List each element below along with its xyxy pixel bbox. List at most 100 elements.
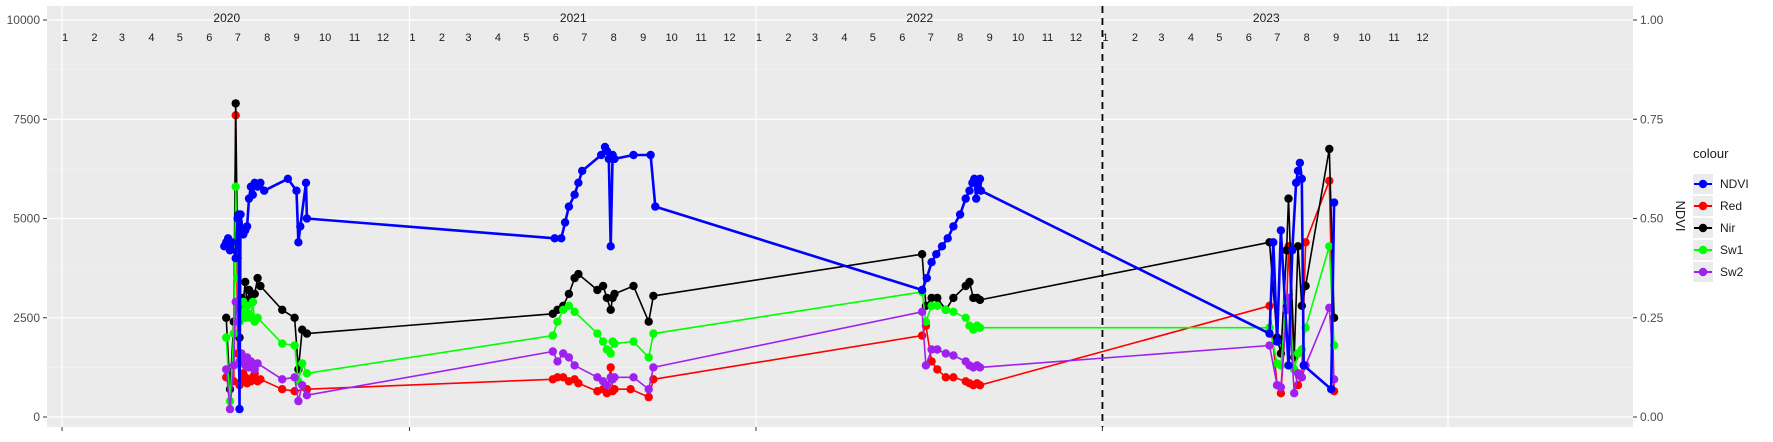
year-label: 2022: [906, 11, 933, 25]
month-label: 10: [319, 32, 331, 44]
data-point-sw1: [961, 313, 970, 322]
data-point-ndvi: [292, 186, 301, 195]
month-label: 2: [91, 32, 97, 44]
month-label: 11: [695, 32, 706, 44]
panel-background: [47, 6, 1633, 427]
legend: colour NDVI Red Nir Sw1 Sw2: [1693, 146, 1749, 282]
data-point-sw2: [294, 396, 303, 406]
data-point-red: [949, 373, 958, 382]
data-point-sw2: [629, 373, 638, 382]
data-point-sw1: [1276, 361, 1286, 370]
data-point-sw2: [553, 357, 562, 366]
data-point-sw1: [933, 301, 942, 310]
y2-tick-label: 0.25: [1640, 311, 1664, 325]
data-point-nir: [598, 281, 608, 291]
data-point-sw1: [610, 339, 619, 348]
data-point-red: [975, 381, 985, 390]
month-label: 6: [206, 32, 212, 44]
legend-label: NDVI: [1720, 177, 1749, 191]
data-point-nir: [302, 329, 312, 338]
data-point-ndvi: [235, 404, 244, 414]
y2-axis-title: NDVI: [1673, 200, 1688, 231]
month-label: 5: [177, 32, 183, 44]
series-sw2: [222, 293, 1339, 414]
data-point-ndvi: [302, 214, 312, 223]
legend-key-point: [1698, 245, 1708, 255]
data-point-ndvi: [560, 218, 570, 227]
month-label: 10: [1012, 32, 1024, 44]
data-point-sw2: [298, 381, 307, 390]
month-label: 3: [1158, 32, 1164, 44]
data-point-sw1: [570, 307, 579, 316]
data-point-ndvi: [955, 210, 965, 219]
data-point-nir: [975, 295, 985, 305]
month-label: 7: [928, 32, 934, 44]
data-point-red: [917, 331, 927, 340]
data-point-ndvi: [260, 186, 269, 195]
data-point-ndvi: [283, 174, 293, 183]
month-label: 2: [1132, 32, 1138, 44]
data-point-ndvi: [1276, 226, 1286, 235]
data-point-sw1: [553, 317, 562, 326]
data-point-nir: [649, 291, 658, 301]
y-tick-label: 2500: [13, 311, 40, 325]
month-label: 8: [1304, 32, 1310, 44]
data-point-red: [256, 375, 265, 384]
month-label: 7: [581, 32, 587, 44]
data-point-sw1: [564, 301, 574, 310]
data-point-sw2: [975, 363, 985, 372]
data-point-ndvi: [1272, 337, 1282, 346]
year-label: 2023: [1253, 11, 1280, 25]
data-point-ndvi: [917, 285, 927, 295]
data-point-sw1: [649, 329, 658, 338]
data-point-red: [610, 385, 619, 394]
data-point-sw1: [222, 333, 231, 342]
legend-label: Sw1: [1720, 243, 1744, 257]
data-point-ndvi: [932, 250, 941, 259]
data-point-ndvi: [242, 222, 252, 231]
data-point-nir: [917, 250, 927, 259]
data-point-sw2: [548, 347, 557, 356]
month-label: 6: [899, 32, 905, 44]
data-point-sw1: [1325, 242, 1334, 251]
data-point-sw2: [1265, 341, 1274, 350]
data-point-sw1: [975, 323, 985, 332]
month-labels: 1 2 3 4 5 6 7 8 9 10 11 12 1 2 3 4 5 6 7 8 9 10 11 12 1 2 3 4 5 6 7 8 9 1…: [62, 32, 1429, 44]
data-point-sw2: [225, 404, 235, 414]
data-point-sw1: [229, 329, 238, 338]
month-label: 12: [377, 32, 389, 44]
data-point-sw2: [1290, 389, 1299, 398]
y-tick-label: 5000: [13, 212, 40, 226]
month-label: 9: [640, 32, 646, 44]
data-point-ndvi: [550, 234, 559, 243]
data-point-ndvi: [296, 222, 305, 231]
month-label: 4: [1188, 32, 1194, 44]
series-ndvi: [220, 142, 1339, 414]
month-label: 9: [294, 32, 300, 44]
month-label: 11: [1388, 32, 1399, 44]
data-point-sw1: [921, 317, 931, 326]
month-label: 1: [62, 32, 68, 44]
y-tick-label: 7500: [13, 112, 40, 126]
month-label: 1: [756, 32, 762, 44]
data-point-sw2: [222, 365, 231, 374]
data-point-red: [606, 363, 615, 372]
data-point-red: [574, 379, 583, 388]
data-point-sw2: [253, 359, 262, 368]
y-tick-label: 0: [33, 410, 40, 424]
data-point-sw2: [564, 353, 574, 362]
data-point-nir: [933, 293, 942, 303]
data-point-sw1: [644, 353, 653, 362]
data-point-sw2: [921, 361, 931, 370]
month-label: 4: [495, 32, 501, 44]
data-point-sw2: [941, 349, 950, 358]
y2-tick-label: 0.00: [1640, 410, 1664, 424]
legend-key-point: [1698, 201, 1708, 211]
data-point-nir: [644, 317, 653, 326]
month-label: 10: [665, 32, 677, 44]
data-point-red: [941, 373, 950, 382]
legend-key-point: [1698, 223, 1708, 233]
data-point-nir: [231, 99, 240, 108]
legend-key-point: [1698, 179, 1708, 189]
legend-label: Red: [1720, 199, 1742, 213]
